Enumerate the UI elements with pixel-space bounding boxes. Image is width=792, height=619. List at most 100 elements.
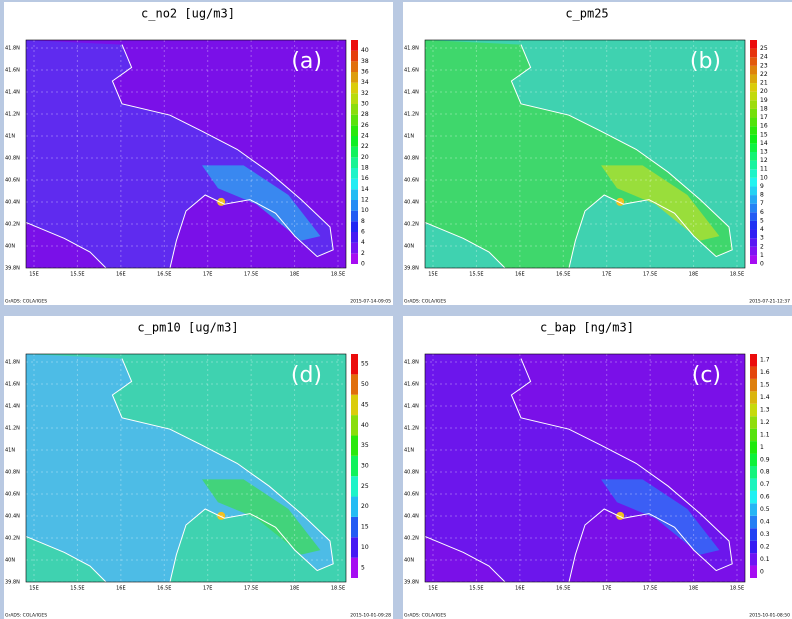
colorbar-label: 50 [361,381,369,388]
panel-letter: (c) [692,363,721,388]
colorbar-swatch [750,490,757,504]
colorbar-swatch [351,104,358,115]
lat-label: 41.2N [5,426,20,432]
colorbar-swatch [750,540,757,554]
lat-label: 40.8N [5,470,20,476]
colorbar-label: 23 [760,62,768,69]
colorbar-swatch [351,40,358,51]
map-border [25,353,347,583]
lon-label: 18.5E [331,586,345,592]
credit: GrADS: COLA/IGES [5,299,47,305]
lat-label: 40.2N [5,536,20,542]
colorbar-label: 0.7 [760,481,770,488]
colorbar-label: 1.7 [760,357,770,364]
colorbar-swatch [351,189,358,200]
lon-label: 15E [29,586,39,592]
lat-label: 41.6N [5,382,20,388]
lat-label: 40.4N [404,200,419,206]
timestamp: 2015-10-01-08:50 [749,613,790,619]
colorbar-label: 20 [361,154,369,161]
lon-label: 17E [602,586,612,592]
colorbar-label: 4 [361,239,365,246]
colorbar-swatch [750,48,757,58]
lon-label: 15.5E [469,272,483,278]
lat-label: 41.6N [404,382,419,388]
lat-label: 41N [5,134,15,140]
colorbar-swatch [351,168,358,179]
colorbar-swatch [351,496,358,517]
lat-label: 40.4N [5,200,20,206]
lon-label: 16.5E [157,272,171,278]
colorbar-swatch [351,516,358,538]
colorbar-swatch [750,255,757,264]
lon-label: 18E [689,586,699,592]
colorbar-swatch [351,455,358,477]
lon-label: 15E [29,272,39,278]
colorbar-label: 15 [361,524,369,531]
colorbar-swatch [750,428,757,442]
colorbar-label: 5 [361,564,365,571]
lon-label: 17E [203,272,213,278]
colorbar-label: 25 [760,45,768,52]
lat-label: 40N [404,558,414,564]
lat-label: 41.4N [404,404,419,410]
coastline [424,535,506,583]
map-panel: c_bap [ng/m3] 41.8N 41.6N 41.4N 41.2N 41N 40.8… [403,316,792,619]
colorbar-swatch [750,478,757,491]
coastline [510,44,733,269]
colorbar-swatch [351,146,358,158]
colorbar-label: 22 [760,71,768,78]
colorbar-swatch [351,557,358,578]
colorbar-label: 8 [760,192,764,199]
colorbar-swatch [750,169,757,178]
lat-label: 40.6N [5,178,20,184]
colorbar-label: 24 [361,133,369,140]
colorbar-swatch [351,253,358,264]
colorbar-swatch [750,565,757,578]
colorbar-label: 30 [361,101,369,108]
panel-letter: (d) [291,363,322,388]
lat-label: 41.8N [404,46,419,52]
lat-label: 40.6N [404,492,419,498]
lat-label: 39.8N [404,580,419,586]
colorbar-label: 0.4 [760,519,770,526]
map-panel: c_pm25 41.8N 41.6N 41.4N 41.2N 41N 40.8N 40.6N 4… [403,2,792,305]
colorbar-swatch [351,221,358,232]
colorbar-swatch [750,238,757,247]
colorbar-label: 0.8 [760,469,770,476]
colorbar-label: 0.1 [760,556,770,563]
lat-label: 40.2N [5,222,20,228]
lat-label: 41.4N [404,90,419,96]
lat-label: 41.2N [404,426,419,432]
concentration-plume [601,479,720,555]
colorbar-swatch [750,83,757,92]
colorbar-label: 14 [361,186,369,193]
colorbar-swatch [750,441,757,454]
coastline [25,535,107,583]
colorbar-swatch [750,203,757,213]
colorbar-label: 12 [760,157,768,164]
lon-label: 15E [428,586,438,592]
concentration-plume [202,165,321,241]
lat-label: 40.2N [404,222,419,228]
colorbar-swatch [750,65,757,75]
colorbar-swatch [750,366,757,379]
colorbar-swatch [750,40,757,49]
colorbar-swatch [750,160,757,170]
lon-label: 18E [689,272,699,278]
timestamp: 2015-07-21-12:37 [749,299,790,305]
lon-label: 16E [116,586,126,592]
colorbar-swatch [351,157,358,168]
colorbar-swatch [351,435,358,456]
colorbar-label: 18 [361,165,369,172]
colorbar-label: 20 [361,503,369,510]
colorbar-label: 40 [361,422,369,429]
colorbar-label: 10 [361,544,369,551]
colorbar-label: 10 [361,207,369,214]
colorbar-swatch [750,220,757,230]
coastline [510,358,733,583]
colorbar-label: 6 [361,229,365,236]
lat-label: 40.2N [404,536,419,542]
colorbar-swatch [351,61,358,72]
colorbar-swatch [351,394,358,416]
